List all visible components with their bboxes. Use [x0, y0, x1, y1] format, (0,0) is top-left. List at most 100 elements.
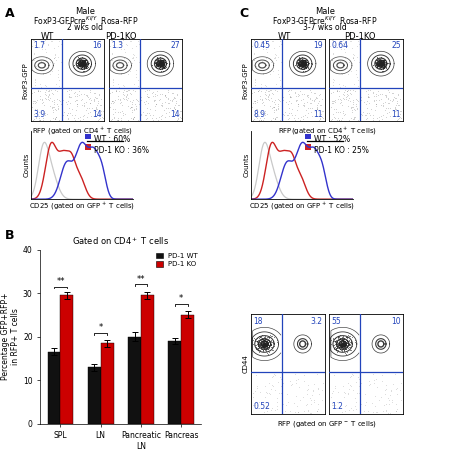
Point	[299, 112, 307, 119]
Point	[299, 60, 306, 68]
Point	[343, 338, 351, 345]
Point	[292, 380, 300, 387]
Point	[33, 106, 41, 113]
Point	[64, 115, 72, 123]
Point	[32, 62, 39, 70]
Point	[158, 61, 165, 68]
Point	[52, 56, 60, 63]
Point	[264, 341, 272, 349]
Point	[340, 335, 348, 343]
Point	[344, 340, 352, 347]
Point	[170, 93, 177, 101]
Point	[397, 108, 405, 115]
Point	[264, 341, 272, 348]
Point	[79, 60, 86, 67]
Point	[161, 62, 169, 70]
Point	[301, 61, 309, 69]
Point	[258, 337, 265, 344]
Point	[373, 408, 380, 415]
Point	[337, 342, 345, 349]
Point	[146, 87, 153, 94]
Point	[288, 381, 296, 388]
Point	[157, 60, 164, 67]
Point	[155, 59, 163, 66]
Point	[342, 342, 350, 349]
Point	[343, 343, 351, 350]
Point	[171, 94, 179, 102]
Point	[344, 97, 351, 104]
Point	[258, 342, 266, 349]
Point	[259, 343, 267, 350]
Point	[75, 61, 83, 69]
Point	[310, 397, 318, 404]
Point	[28, 43, 36, 50]
Point	[84, 93, 91, 101]
Point	[338, 341, 346, 348]
Point	[301, 61, 309, 69]
Point	[299, 60, 306, 67]
Point	[377, 65, 384, 72]
Point	[79, 60, 86, 68]
Point	[44, 93, 51, 100]
Text: 55: 55	[332, 317, 341, 326]
Point	[341, 341, 348, 349]
Point	[339, 340, 346, 348]
Point	[339, 341, 346, 349]
Point	[299, 60, 306, 67]
Point	[156, 65, 164, 72]
Point	[159, 60, 167, 68]
Point	[336, 339, 344, 347]
Point	[91, 95, 98, 103]
Point	[142, 115, 150, 123]
Text: 14: 14	[92, 110, 102, 119]
Point	[259, 38, 267, 46]
Point	[64, 111, 71, 119]
Point	[52, 113, 60, 120]
Point	[336, 339, 343, 347]
Point	[378, 59, 385, 66]
Point	[76, 60, 84, 68]
Point	[338, 345, 346, 352]
Point	[157, 60, 164, 67]
Point	[51, 114, 59, 121]
Point	[80, 59, 88, 66]
Point	[114, 114, 121, 121]
Point	[76, 60, 84, 67]
Point	[97, 111, 105, 118]
Point	[160, 63, 168, 70]
Point	[261, 340, 269, 347]
Point	[153, 114, 160, 122]
Point	[261, 339, 269, 346]
Point	[342, 336, 349, 344]
Point	[380, 60, 388, 67]
X-axis label: CD25 (gated on GFP$^+$ T cells): CD25 (gated on GFP$^+$ T cells)	[29, 201, 135, 212]
Point	[80, 59, 87, 66]
Point	[143, 90, 151, 98]
Point	[262, 335, 270, 343]
Point	[298, 57, 306, 65]
Point	[261, 336, 268, 344]
Point	[295, 63, 302, 71]
Point	[79, 59, 87, 66]
Point	[377, 60, 385, 67]
Point	[29, 56, 37, 63]
Point	[262, 334, 269, 341]
Point	[156, 59, 164, 66]
Point	[346, 381, 354, 388]
Point	[78, 95, 86, 102]
Point	[262, 341, 270, 348]
Point	[154, 88, 161, 95]
Point	[51, 51, 59, 58]
Point	[377, 60, 385, 68]
Point	[161, 58, 169, 65]
Point	[334, 333, 342, 341]
Point	[261, 342, 268, 349]
Point	[339, 340, 346, 348]
Point	[158, 59, 166, 66]
Point	[376, 60, 384, 67]
Point	[115, 87, 122, 95]
Point	[257, 339, 264, 347]
Point	[298, 58, 306, 65]
Point	[374, 59, 381, 66]
Point	[274, 105, 282, 112]
